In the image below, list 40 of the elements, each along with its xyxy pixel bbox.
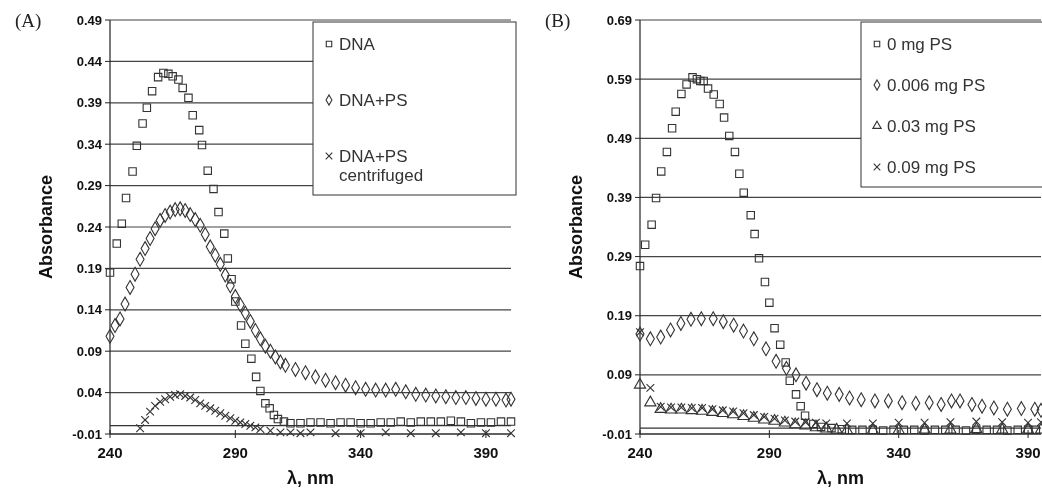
y-tick-label: 0.59 [606, 71, 632, 87]
legend-label: DNA+PS centrifuged [339, 147, 424, 185]
y-tick-label: 0.19 [606, 308, 632, 324]
legend-label: DNA [339, 35, 376, 54]
legend-label: 0.006 mg PS [887, 76, 986, 95]
x-tick-label: 240 [97, 444, 123, 461]
y-tick-label: 0.09 [76, 343, 102, 359]
y-tick-label: 0.69 [606, 12, 632, 28]
x-tick-label: 290 [222, 444, 248, 461]
legend-label: 0.09 mg PS [887, 158, 976, 177]
y-tick-label: -0.01 [602, 426, 632, 442]
x-tick-label: 290 [756, 444, 782, 461]
y-tick-label: 0.09 [606, 367, 632, 383]
y-tick-label: 0.49 [76, 12, 102, 28]
legend-label: 0 mg PS [887, 35, 953, 54]
x-axis-title: λ, nm [816, 468, 865, 488]
x-tick-label: 340 [886, 444, 912, 461]
y-tick-label: 0.29 [76, 178, 102, 194]
y-tick-label: 0.39 [606, 189, 632, 205]
y-tick-label: 0.04 [76, 385, 103, 401]
x-axis-title: λ, nm [286, 468, 335, 488]
y-tick-label: 0.19 [76, 260, 102, 276]
y-tick-label: -0.01 [72, 426, 102, 442]
legend-label: 0.03 mg PS [887, 117, 976, 136]
y-tick-label: 0.29 [606, 249, 632, 265]
y-tick-label: 0.34 [76, 136, 103, 152]
chart-title: (B) [545, 10, 571, 32]
y-tick-label: 0.44 [76, 53, 103, 69]
y-tick-label: 0.24 [76, 219, 103, 235]
y-tick-label: 0.14 [76, 302, 103, 318]
x-tick-label: 240 [627, 444, 653, 461]
x-tick-label: 340 [348, 444, 374, 461]
y-axis-title: Absorbance [36, 174, 56, 280]
x-tick-label: 390 [1015, 444, 1041, 461]
y-axis-title: Absorbance [566, 174, 586, 280]
y-tick-label: 0.39 [76, 95, 102, 111]
x-tick-label: 390 [473, 444, 499, 461]
legend-label: DNA+PS [339, 91, 408, 110]
y-tick-label: 0.49 [606, 130, 632, 146]
chart-title: (A) [15, 10, 42, 32]
